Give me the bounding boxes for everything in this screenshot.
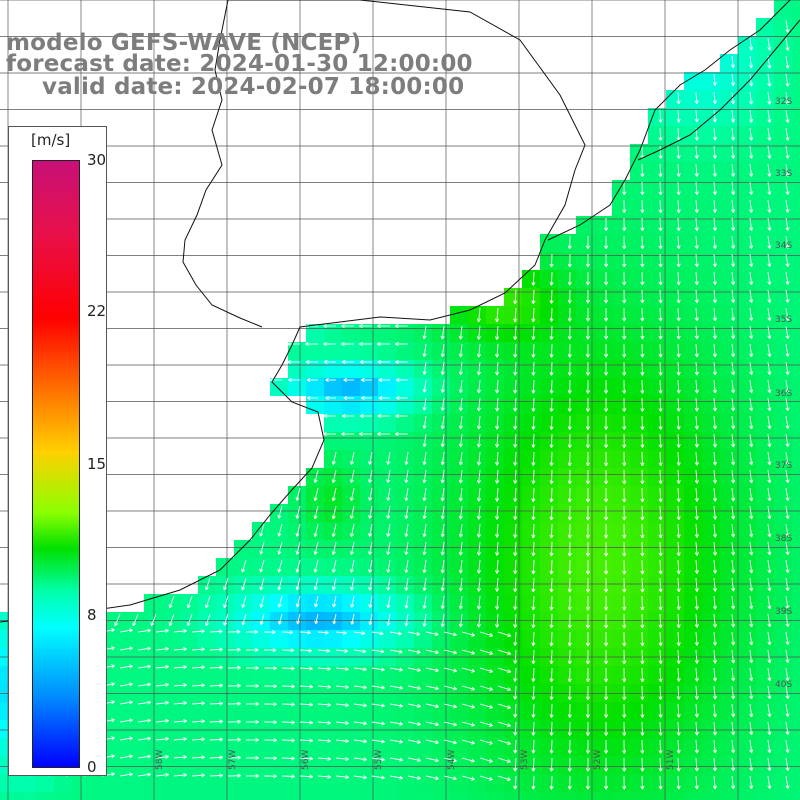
legend-tick-8: 8: [87, 606, 97, 624]
lon-label: 57W: [228, 750, 238, 770]
coastline: [0, 0, 800, 623]
legend-unit: [m/s]: [31, 131, 71, 149]
lat-label: 39S: [775, 607, 792, 617]
lat-label: 38S: [775, 534, 792, 544]
forecast-date: forecast date: 2024-01-30 12:00:00: [6, 51, 473, 77]
lon-label: 55W: [374, 750, 384, 770]
lon-label: 51W: [666, 750, 676, 770]
lat-label: 32S: [775, 97, 792, 107]
valid-date: valid date: 2024-02-07 18:00:00: [42, 74, 465, 100]
model-title: modelo GEFS-WAVE (NCEP): [6, 30, 362, 56]
legend-tick-15: 15: [87, 455, 107, 473]
lat-label: 34S: [775, 241, 792, 251]
legend-tick-30: 30: [87, 151, 107, 169]
legend-tick-0: 0: [87, 758, 97, 776]
lon-label: 53W: [520, 750, 530, 770]
lat-label: 33S: [775, 169, 792, 179]
lon-label: 54W: [447, 750, 457, 770]
lon-label: 52W: [593, 750, 603, 770]
lon-label: 56W: [301, 750, 311, 770]
lat-label: 37S: [775, 461, 792, 471]
lat-label: 40S: [775, 680, 792, 690]
lon-label: 58W: [155, 750, 165, 770]
lat-label: 36S: [775, 389, 792, 399]
legend-tick-22: 22: [87, 302, 107, 320]
lat-label: 35S: [775, 315, 792, 325]
legend-colorbar: [32, 160, 80, 768]
latitude-labels: 32S 33S 34S 35S 36S 37S 38S 39S 40S: [775, 97, 792, 690]
